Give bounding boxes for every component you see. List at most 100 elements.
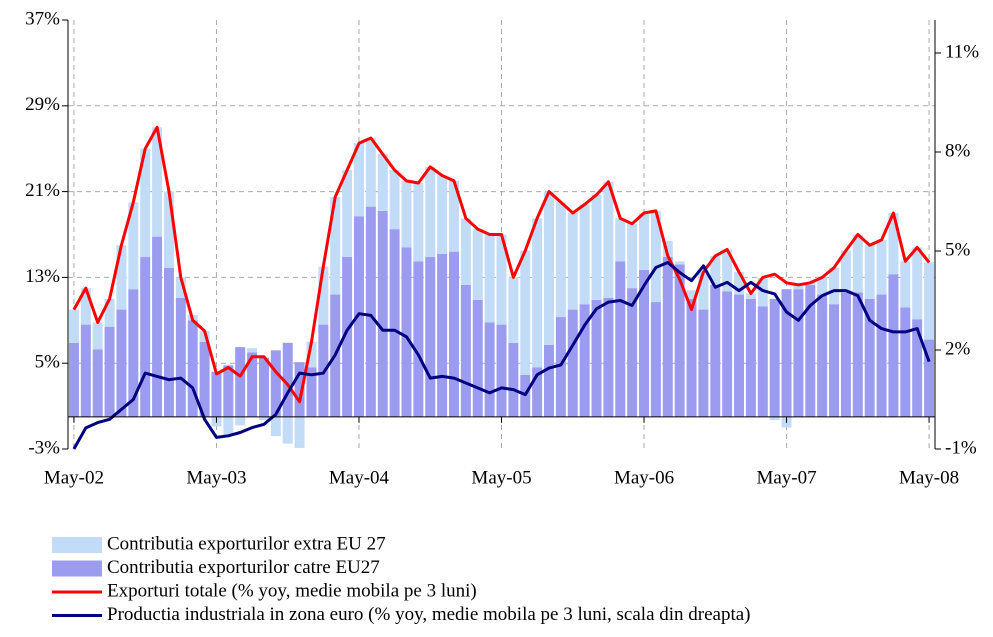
bar [425, 257, 436, 417]
bar [710, 255, 721, 285]
y-tick-label: 21% [25, 180, 60, 201]
y-tick-label: -3% [28, 437, 60, 458]
x-tick-label: May-07 [756, 467, 816, 488]
bar [306, 367, 317, 417]
bar [330, 196, 341, 295]
bar [686, 290, 697, 299]
bar [579, 304, 590, 417]
legend-label: Exporturi totale (% yoy, medie mobila pe… [107, 580, 477, 601]
bar [698, 309, 709, 417]
bar [342, 170, 353, 258]
bar [912, 247, 923, 320]
bar [781, 289, 792, 417]
x-tick-label: May-04 [329, 467, 390, 488]
bar [734, 294, 745, 417]
y2-tick-label: 8% [945, 140, 971, 161]
bar [793, 289, 804, 417]
bar [401, 247, 412, 417]
bar [294, 362, 305, 417]
bar [175, 297, 186, 417]
bar [437, 175, 448, 254]
bar [258, 357, 269, 417]
bar [223, 416, 234, 436]
bar [520, 250, 531, 375]
bar [544, 344, 554, 417]
bar [532, 367, 543, 417]
bar [92, 322, 103, 350]
bar [627, 223, 638, 289]
bar [769, 416, 780, 421]
bar [425, 166, 436, 258]
bar [555, 202, 566, 318]
bar [389, 229, 400, 417]
bar [163, 267, 174, 417]
bar [437, 253, 448, 417]
bar [270, 416, 281, 437]
bar [484, 234, 495, 323]
bar [745, 298, 756, 417]
y-tick-label: 13% [25, 266, 60, 287]
bar [235, 416, 246, 426]
bar [401, 180, 412, 248]
bar [282, 342, 293, 417]
bar [496, 234, 507, 325]
bar [353, 216, 364, 417]
bar [674, 261, 685, 265]
bar [377, 210, 388, 417]
bar [508, 277, 519, 343]
y2-tick-label: 11% [945, 41, 979, 62]
bar [710, 284, 721, 417]
bar [615, 218, 626, 262]
bar [734, 272, 745, 295]
bar [318, 266, 329, 325]
x-tick-label: May-03 [186, 467, 246, 488]
bar [365, 137, 376, 207]
bar [912, 319, 923, 417]
bar [924, 339, 935, 417]
legend-swatch [52, 560, 102, 577]
bar [615, 261, 626, 417]
bar [603, 181, 614, 298]
bar [449, 251, 459, 417]
bar [175, 277, 186, 298]
bar [235, 347, 246, 417]
bar [116, 309, 127, 417]
legend-label: Contributia exporturilor catre EU27 [107, 557, 380, 578]
bar [544, 191, 554, 345]
bar [864, 245, 875, 299]
bar [876, 294, 887, 417]
bar [247, 348, 258, 353]
legend-label: Contributia exporturilor extra EU 27 [107, 533, 386, 554]
bar [152, 236, 163, 417]
bar [247, 352, 258, 417]
bar [306, 341, 317, 368]
bar [140, 148, 151, 258]
bar [484, 322, 495, 417]
bar [591, 194, 602, 300]
bar [449, 180, 459, 252]
x-tick-label: May-05 [471, 467, 531, 488]
bar [591, 299, 602, 417]
x-tick-label: May-02 [44, 467, 104, 488]
y-tick-label: 37% [25, 8, 60, 29]
bar [413, 183, 424, 262]
bar [650, 210, 661, 303]
bar [80, 324, 91, 417]
bar [187, 320, 198, 417]
bar [793, 284, 804, 290]
bar [722, 249, 733, 292]
bar [698, 272, 709, 310]
bar [627, 288, 638, 417]
bar [389, 170, 400, 230]
bar [460, 218, 471, 285]
x-tick-label: May-08 [899, 467, 959, 488]
bar [852, 292, 863, 417]
bar [567, 309, 578, 417]
bar [496, 324, 507, 417]
bar [365, 206, 376, 417]
y2-tick-label: 2% [945, 338, 971, 359]
bar [472, 299, 483, 417]
bar [140, 257, 151, 417]
bar [342, 257, 353, 417]
